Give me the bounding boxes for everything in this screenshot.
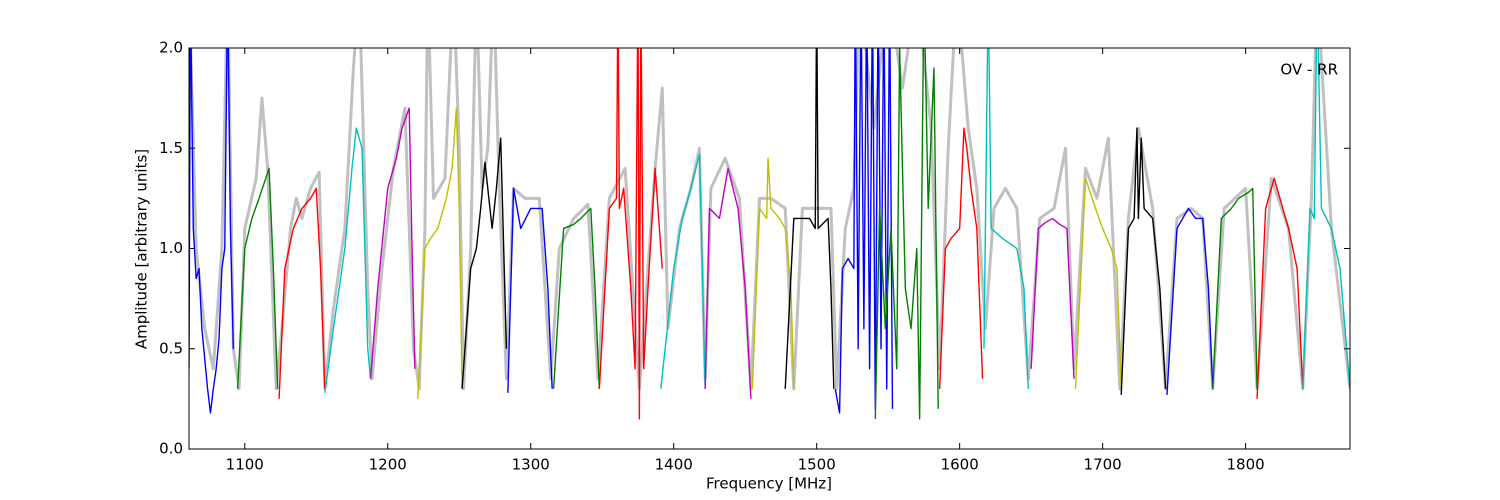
series-line (874, 48, 939, 420)
y-tick-label: 2.0 (159, 39, 183, 57)
x-tick-label: 1800 (1227, 456, 1265, 474)
series-line (369, 107, 416, 379)
annotation: OV - RR (1280, 61, 1338, 79)
x-tick-label: 1600 (941, 456, 979, 474)
series-line (324, 127, 372, 393)
series-line (1256, 177, 1304, 399)
series-line (236, 167, 279, 389)
series-line (784, 48, 835, 389)
y-tick-label: 1.0 (159, 239, 183, 257)
y-tick-label: 0.0 (159, 440, 183, 458)
y-tick-label: 0.5 (159, 339, 183, 357)
series-line (278, 187, 326, 399)
x-axis-label: Frequency [MHz] (706, 475, 832, 493)
series-line (1120, 127, 1167, 395)
series-line (189, 48, 1350, 391)
y-tick-label: 1.5 (159, 139, 183, 157)
series-line (834, 48, 894, 414)
series-line (1166, 207, 1214, 395)
series-line (189, 48, 235, 414)
y-axis-label: Amplitude [arbitrary units] (133, 149, 151, 349)
series-line (461, 137, 508, 389)
series-line (417, 107, 463, 399)
x-tick-label: 1300 (512, 456, 550, 474)
series-line (938, 127, 984, 389)
x-tick-label: 1700 (1084, 456, 1122, 474)
series-line (1030, 217, 1075, 379)
x-tick-label: 1500 (798, 456, 836, 474)
series-line (1302, 48, 1350, 389)
plot-area (189, 48, 1350, 420)
series-line (507, 187, 553, 393)
series-line (704, 167, 752, 399)
x-tick-label: 1400 (655, 456, 693, 474)
series-line (751, 157, 795, 389)
series-line (983, 48, 1029, 389)
series-line (1074, 177, 1122, 389)
series-line (1212, 187, 1258, 389)
series-line (598, 48, 663, 420)
series-line (552, 207, 601, 389)
x-tick-label: 1100 (226, 456, 264, 474)
series-line (660, 153, 706, 389)
x-tick-label: 1200 (369, 456, 407, 474)
